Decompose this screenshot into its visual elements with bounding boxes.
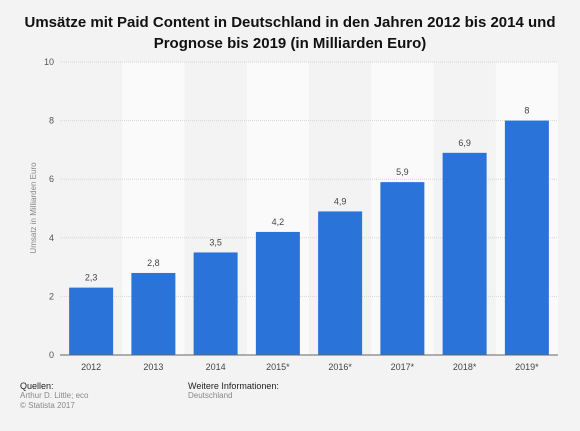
data-label: 2,3 <box>85 273 98 283</box>
x-tick-label: 2012 <box>81 362 101 372</box>
bar <box>131 272 176 355</box>
x-tick-label: 2017* <box>391 362 415 372</box>
data-labels: 2,3 2,8 3,5 4,2 4,9 5,9 6,9 8 <box>85 106 530 283</box>
chart-title: Umsätze mit Paid Content in Deutschland … <box>24 14 556 52</box>
y-tick-label: 0 <box>49 350 54 360</box>
data-label: 2,8 <box>147 258 160 268</box>
y-tick-label: 6 <box>49 174 54 184</box>
axes: 0 2 4 6 8 10 2012 2013 2014 2015* 2016* 2017* 2018* 2… <box>44 57 558 372</box>
info-value: Deutschland <box>188 391 233 400</box>
info-block: Weitere Informationen: Deutschland <box>188 381 279 401</box>
data-label: 6,9 <box>458 138 471 148</box>
x-tick-label: 2016* <box>328 362 352 372</box>
data-label: 5,9 <box>396 167 409 177</box>
data-label: 4,9 <box>334 196 347 206</box>
bar <box>504 120 549 355</box>
bar <box>69 287 114 355</box>
x-tick-label: 2014 <box>206 362 226 372</box>
x-tick-label: 2013 <box>143 362 163 372</box>
data-label: 4,2 <box>272 217 285 227</box>
data-label: 3,5 <box>209 237 222 247</box>
x-tick-label: 2019* <box>515 362 539 372</box>
bar <box>442 152 487 355</box>
y-axis-label: Umsatz in Milliarden Euro <box>29 162 38 254</box>
sources-label: Quellen: <box>20 381 54 391</box>
sources-line-1: Arthur D. Little; eco <box>20 391 89 400</box>
x-tick-label: 2018* <box>453 362 477 372</box>
bar <box>318 211 363 355</box>
y-tick-label: 4 <box>49 233 54 243</box>
y-tick-label: 8 <box>49 116 54 126</box>
x-tick-label: 2015* <box>266 362 290 372</box>
bar <box>193 252 238 355</box>
bar <box>380 182 425 355</box>
info-label: Weitere Informationen: <box>188 381 279 391</box>
sources-block: Quellen: Arthur D. Little; eco © Statist… <box>20 381 88 411</box>
y-tick-label: 10 <box>44 57 54 67</box>
sources-line-2: © Statista 2017 <box>20 401 75 410</box>
y-tick-label: 2 <box>49 291 54 301</box>
bars <box>69 120 549 355</box>
bar <box>255 231 300 355</box>
data-label: 8 <box>524 106 529 116</box>
